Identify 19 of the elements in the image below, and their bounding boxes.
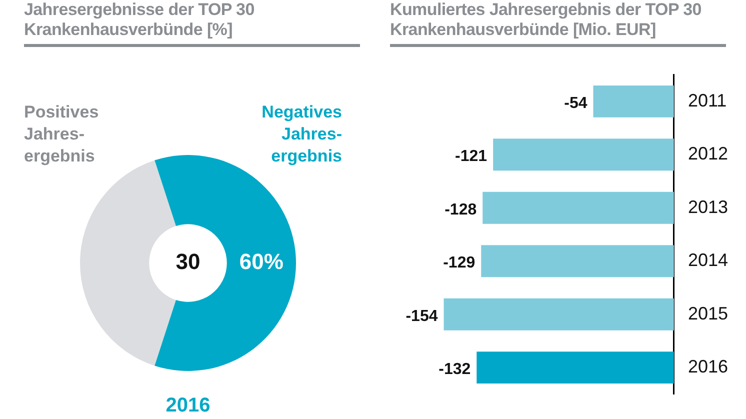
chart-title: Jahresergebnisse der TOP 30 Krankenhausverbünde [%] [24,0,360,47]
slice-label: Negatives Jahres- ergebnis [262,102,342,166]
data-label: -154 [406,308,438,325]
data-label: -132 [438,360,471,378]
y-tick-label: 2015 [688,303,728,324]
text: 2016 [166,394,210,417]
y-tick-label: 2013 [688,196,728,217]
y-tick-label: 2014 [688,250,728,270]
data-label: -129 [443,254,476,272]
text: 30 [176,249,200,274]
y-tick-label: 2012 [688,144,728,164]
slice-label: Positives Jahres- ergebnis [24,102,99,166]
y-tick-label: 2016 [688,356,728,377]
data-label: -54 [564,94,588,112]
y-tick-label: 2011 [688,90,727,110]
data-label: -128 [444,201,477,218]
data-label: -121 [455,148,488,166]
chart-title: Kumuliertes Jahresergebnis der TOP 30 Krankenhausverbünde [Mio. EUR] [390,0,726,47]
data-label: 60% [239,249,284,274]
